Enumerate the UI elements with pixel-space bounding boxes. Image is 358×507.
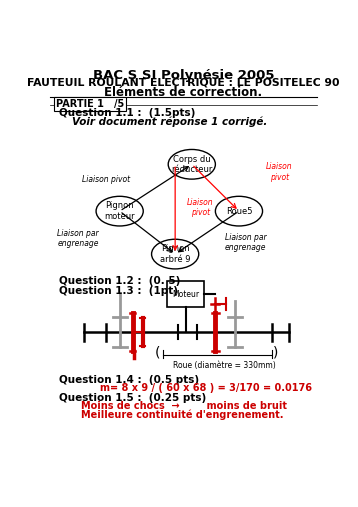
Text: Meilleure continuité d'engrenement.: Meilleure continuité d'engrenement. bbox=[81, 410, 283, 420]
Text: Pignon
arbré 9: Pignon arbré 9 bbox=[160, 244, 190, 264]
Text: FAUTEUIL ROULANT ELECTRIQUE : LE POSITELEC 90: FAUTEUIL ROULANT ELECTRIQUE : LE POSITEL… bbox=[27, 78, 340, 88]
Text: Question 1.2 :  (0. 5): Question 1.2 : (0. 5) bbox=[59, 276, 180, 286]
Text: ): ) bbox=[273, 346, 278, 360]
Text: Voir document réponse 1 corrigé.: Voir document réponse 1 corrigé. bbox=[72, 117, 268, 127]
Text: Liaison pivot: Liaison pivot bbox=[82, 175, 130, 185]
Text: Question 1.4 :  (0.5 pts): Question 1.4 : (0.5 pts) bbox=[59, 375, 199, 385]
Text: Liaison par
engrenage: Liaison par engrenage bbox=[57, 229, 99, 248]
Text: Question 1.1 :  (1.5pts): Question 1.1 : (1.5pts) bbox=[59, 108, 195, 119]
Text: BAC S SI Polynésie 2005: BAC S SI Polynésie 2005 bbox=[93, 68, 274, 82]
Text: Liaison
pivot: Liaison pivot bbox=[187, 198, 213, 217]
Text: Eléments de correction.: Eléments de correction. bbox=[105, 86, 262, 99]
Text: Liaison par
engrenage: Liaison par engrenage bbox=[225, 233, 267, 252]
Text: Roue5: Roue5 bbox=[226, 207, 252, 215]
Text: (: ( bbox=[154, 346, 160, 360]
Text: Pignon
moteur: Pignon moteur bbox=[104, 201, 135, 221]
Text: Moins de chocs  →        moins de bruit: Moins de chocs → moins de bruit bbox=[81, 401, 287, 411]
Bar bbox=[167, 281, 204, 307]
Text: Corps du
réducteur: Corps du réducteur bbox=[171, 155, 213, 174]
Text: Moteur: Moteur bbox=[172, 289, 199, 299]
Text: Roue (diamètre = 330mm): Roue (diamètre = 330mm) bbox=[173, 360, 276, 370]
Text: Liaison
pivot: Liaison pivot bbox=[266, 162, 292, 182]
Text: PARTIE 1   /5: PARTIE 1 /5 bbox=[56, 99, 124, 108]
Text: Question 1.5 :  (0.25 pts): Question 1.5 : (0.25 pts) bbox=[59, 393, 206, 404]
Text: Question 1.3 :  (1pt): Question 1.3 : (1pt) bbox=[59, 286, 178, 296]
Text: m= 8 x 9 / ( 60 x 68 ) = 3/170 = 0.0176: m= 8 x 9 / ( 60 x 68 ) = 3/170 = 0.0176 bbox=[100, 382, 312, 392]
